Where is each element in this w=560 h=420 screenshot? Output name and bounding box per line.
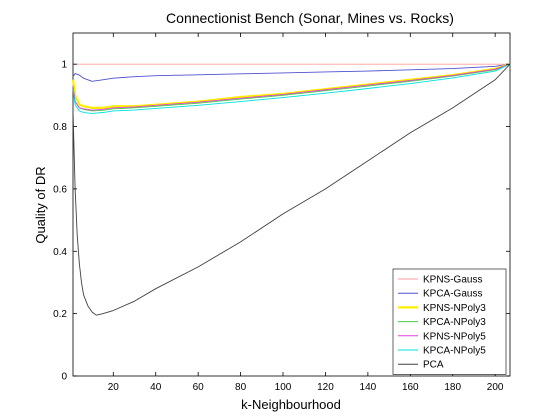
y-axis-title: Quality of DR — [33, 166, 48, 243]
legend-label: KPNS-NPoly5 — [423, 331, 486, 342]
x-tick-label: 80 — [235, 382, 247, 393]
legend-label: KPCA-Gauss — [423, 289, 482, 300]
y-tick-label: 0.4 — [53, 247, 67, 258]
x-tick-label: 140 — [360, 382, 377, 393]
y-tick-label: 1 — [61, 60, 67, 71]
x-tick-label: 200 — [487, 382, 504, 393]
x-tick-label: 60 — [193, 382, 205, 393]
y-tick-label: 0.6 — [53, 184, 67, 195]
legend-label: KPCA-NPoly3 — [423, 317, 486, 328]
x-tick-label: 120 — [317, 382, 334, 393]
chart-title: Connectionist Bench (Sonar, Mines vs. Ro… — [166, 10, 454, 26]
x-tick-label: 40 — [150, 382, 162, 393]
x-tick-label: 160 — [402, 382, 419, 393]
x-tick-label: 180 — [444, 382, 461, 393]
y-tick-label: 0.8 — [53, 122, 67, 133]
y-tick-label: 0.2 — [53, 309, 67, 320]
y-tick-label: 0 — [61, 372, 67, 383]
x-tick-label: 20 — [108, 382, 120, 393]
legend-label: KPNS-NPoly3 — [423, 303, 486, 314]
legend-label: KPNS-Gauss — [423, 275, 482, 286]
legend: KPNS-Gauss KPCA-Gauss KPNS-NPoly3 KPCA-NPol… — [393, 269, 506, 374]
legend-label: PCA — [423, 360, 444, 371]
x-axis-title: k-Neighbourhood — [241, 397, 341, 412]
legend-label: KPCA-NPoly5 — [423, 346, 486, 357]
x-tick-label: 100 — [275, 382, 292, 393]
